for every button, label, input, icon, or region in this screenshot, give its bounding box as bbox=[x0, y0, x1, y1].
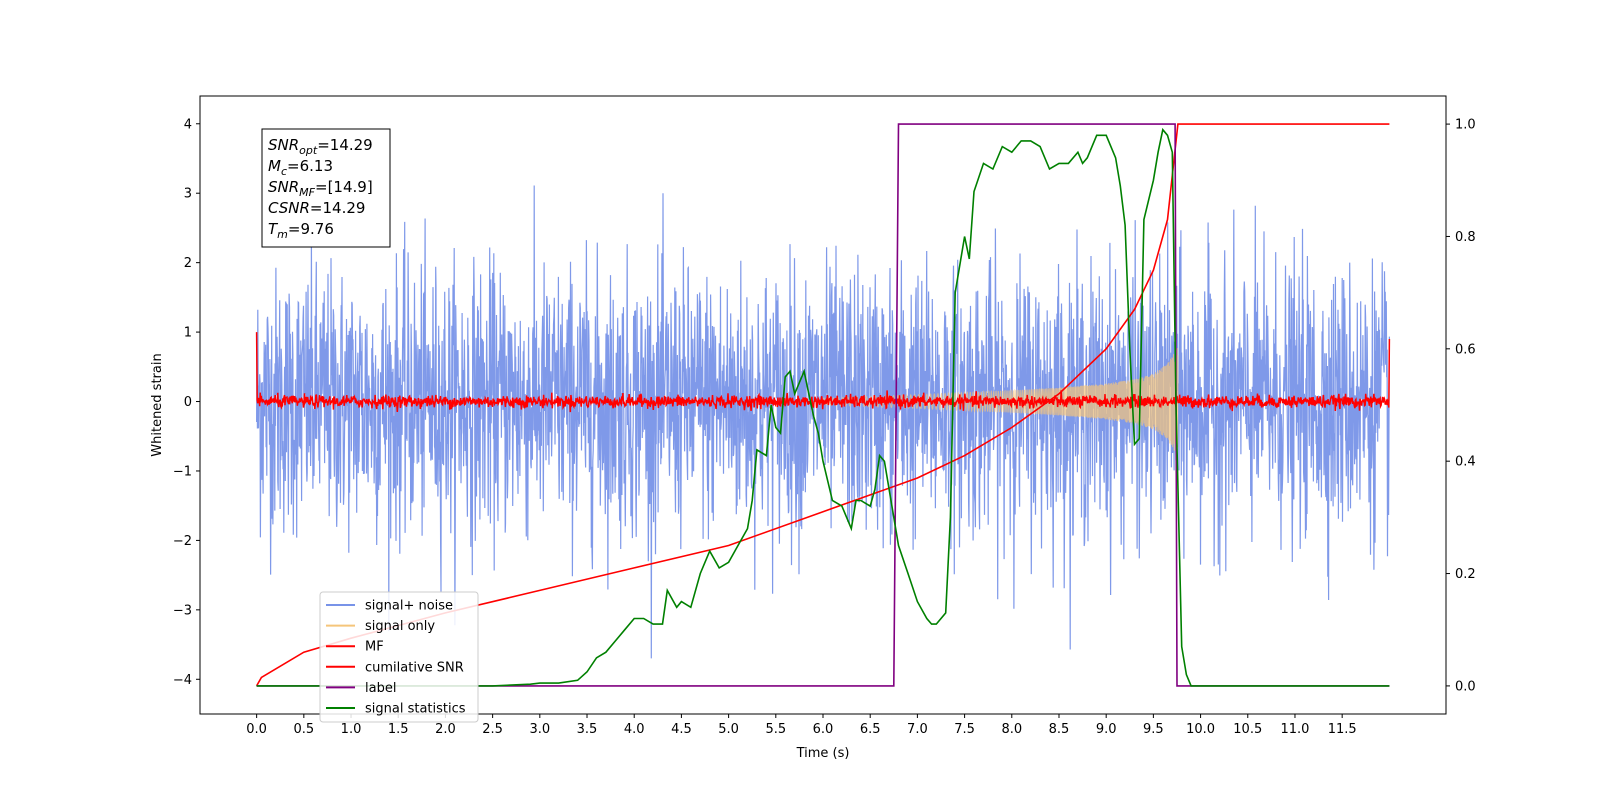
x-tick-label: 11.0 bbox=[1280, 722, 1309, 737]
x-tick-label: 0.5 bbox=[293, 722, 314, 737]
legend: signal+ noise signal only MF cumilative SNR… bbox=[319, 591, 479, 723]
x-tick-label: 10.5 bbox=[1233, 722, 1262, 737]
x-tick-label: 7.0 bbox=[907, 722, 928, 737]
x-tick-label: 5.5 bbox=[765, 722, 786, 737]
x-tick-label: 4.5 bbox=[671, 722, 692, 737]
x-tick-label: 10.0 bbox=[1186, 722, 1215, 737]
mf-line bbox=[255, 332, 1391, 413]
x-axis-label: Time (s) bbox=[796, 746, 850, 761]
y2-tick-label: 0.6 bbox=[1455, 342, 1476, 357]
x-tick-label: 3.0 bbox=[529, 722, 550, 737]
x-tick-label: 6.0 bbox=[813, 722, 834, 737]
x-tick-label: 2.0 bbox=[435, 722, 456, 737]
annotation-line: Tm=9.76 bbox=[268, 220, 334, 241]
legend-entry: cumilative SNR bbox=[365, 660, 464, 675]
x-tick-label: 8.5 bbox=[1049, 722, 1070, 737]
x-axis-ticks: 0.0 0.5 1.0 1.5 2.0 2.5 3.0 3.5 4.0 4.5 5.0 5.5 6.0 6… bbox=[246, 714, 1357, 737]
label-line bbox=[256, 123, 1390, 687]
y2-tick-label: 0.2 bbox=[1455, 567, 1476, 582]
legend-frame bbox=[319, 591, 479, 723]
y-tick-label: 0 bbox=[184, 395, 192, 410]
x-tick-label: 5.0 bbox=[718, 722, 739, 737]
y-tick-label: −1 bbox=[173, 464, 192, 479]
legend-entry: signal statistics bbox=[365, 702, 466, 717]
x-tick-label: 9.5 bbox=[1143, 722, 1164, 737]
y-tick-label: 2 bbox=[184, 256, 192, 271]
annotation-line: SNRopt=14.29 bbox=[268, 136, 373, 157]
legend-entry: label bbox=[365, 681, 396, 696]
y-tick-label: 1 bbox=[184, 326, 192, 341]
x-tick-label: 9.0 bbox=[1096, 722, 1117, 737]
x-tick-label: 11.5 bbox=[1328, 722, 1357, 737]
y-tick-label: −4 bbox=[173, 673, 192, 688]
y-tick-label: −2 bbox=[173, 534, 192, 549]
annotation-line: CSNR=14.29 bbox=[268, 199, 365, 217]
legend-entry: signal+ noise bbox=[365, 599, 453, 614]
y2-tick-label: 0.4 bbox=[1455, 455, 1476, 470]
y2-axis-ticks: 0.0 0.2 0.4 0.6 0.8 1.0 bbox=[1446, 118, 1476, 694]
x-tick-label: 8.0 bbox=[1001, 722, 1022, 737]
y-tick-label: 4 bbox=[184, 117, 192, 132]
x-tick-label: 2.5 bbox=[482, 722, 503, 737]
annotation-frame bbox=[261, 128, 391, 248]
y2-tick-label: 0.0 bbox=[1455, 679, 1476, 694]
annotation-box: SNRopt=14.29Mc=6.13SNRMF=[14.9]CSNR=14.2… bbox=[261, 128, 391, 248]
legend-entry: MF bbox=[365, 640, 384, 655]
x-tick-label: 6.5 bbox=[860, 722, 881, 737]
y2-tick-label: 0.8 bbox=[1455, 230, 1476, 245]
y-axis-ticks: −4 −3 −2 −1 0 1 2 3 4 bbox=[173, 117, 200, 688]
signal-noise-line bbox=[256, 185, 1390, 659]
annotation-line: SNRMF=[14.9] bbox=[268, 178, 373, 199]
y-tick-label: −3 bbox=[173, 603, 192, 618]
legend-entry: signal only bbox=[365, 619, 435, 634]
y2-tick-label: 1.0 bbox=[1455, 118, 1476, 133]
x-tick-label: 1.0 bbox=[341, 722, 362, 737]
x-tick-label: 0.0 bbox=[246, 722, 267, 737]
y-axis-label: Whitened strain bbox=[150, 353, 165, 456]
x-tick-label: 3.5 bbox=[577, 722, 598, 737]
x-tick-label: 7.5 bbox=[954, 722, 975, 737]
x-tick-label: 4.0 bbox=[624, 722, 645, 737]
x-tick-label: 1.5 bbox=[388, 722, 409, 737]
signal-statistics-line bbox=[256, 127, 1390, 687]
y-tick-label: 3 bbox=[184, 187, 192, 202]
annotation-line: Mc=6.13 bbox=[268, 157, 333, 178]
